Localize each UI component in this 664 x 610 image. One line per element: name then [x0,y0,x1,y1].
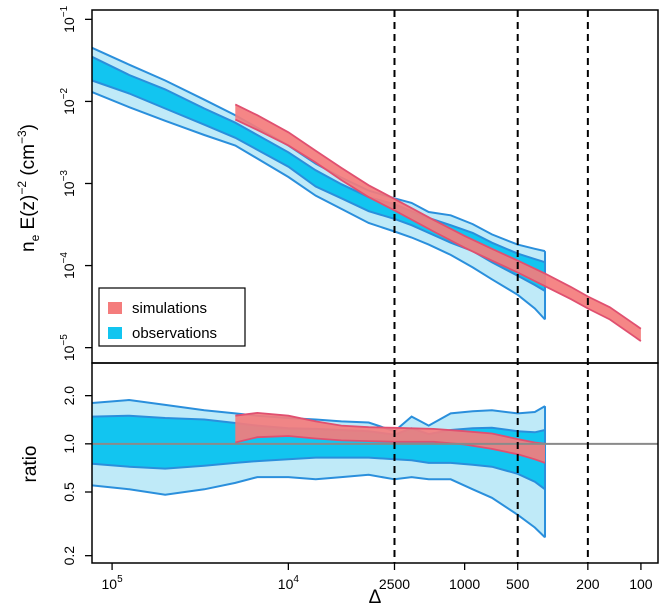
legend-swatch-observations [108,327,122,339]
top-obs-inner-band [92,56,545,291]
top-observations-layer [91,46,547,321]
legend-label-simulations: simulations [132,300,207,317]
bottom-y-tick-label: 0.5 [61,482,77,502]
top-y-tick-label: 10−4 [59,252,77,279]
bottom-y-axis: 2.0 1.0 0.5 0.2 [61,386,92,566]
top-simulations-layer [234,103,642,342]
x-tick-label: 200 [576,576,600,592]
x-tick-label: 2500 [379,576,410,592]
top-sim-upper-line [234,103,642,330]
top-obs-outer-upper-line [91,46,546,253]
top-y-tick-label: 10−2 [59,87,77,114]
bottom-sim-upper-line [235,411,546,445]
legend-label-observations: observations [132,325,217,342]
top-y-tick-label: 10−5 [59,334,77,361]
legend: simulations observations [98,287,246,347]
bottom-obs-inner-lower-line [91,456,546,491]
top-y-tick-label: 10−1 [59,5,77,32]
top-y-tick-label: 10−3 [59,170,77,197]
x-tick-label: 105 [102,574,124,592]
x-tick-label: 500 [506,576,530,592]
bottom-y-axis-label: ratio [20,446,41,483]
bottom-obs-outer-upper-line [91,398,546,433]
x-tick-label: 1000 [449,576,480,592]
top-sim-lower-line [234,118,642,342]
legend-box [98,287,246,347]
top-obs-outer-lower-line [91,91,546,321]
bottom-y-tick-label: 1.0 [61,434,77,454]
x-axis: 105 104 2500 1000 500 200 100 [102,563,653,592]
top-y-axis-label: ne E(z)−2 (cm−3) [15,124,42,252]
top-obs-inner-lower-line [91,79,546,292]
bottom-obs-outer-lower-line [91,473,546,539]
bottom-y-tick-label: 0.2 [61,546,77,566]
bottom-sim-band [235,412,546,463]
bottom-panel-frame [91,362,659,564]
x-tick-label: 100 [629,576,653,592]
bottom-y-tick-label: 2.0 [61,386,77,406]
bottom-observations-layer [91,398,547,539]
top-panel: 10−1 10−2 10−3 10−4 10−5 ne E(z)−2 (cm−3) si… [15,5,659,364]
bottom-panel: 2.0 1.0 0.5 0.2 ratio [20,362,659,566]
top-y-axis: 10−1 10−2 10−3 10−4 10−5 [59,5,92,361]
threshold-lines [393,10,589,563]
x-tick-label: 104 [278,574,300,592]
x-axis-label: Δ [369,587,382,608]
legend-swatch-simulations [108,302,122,314]
